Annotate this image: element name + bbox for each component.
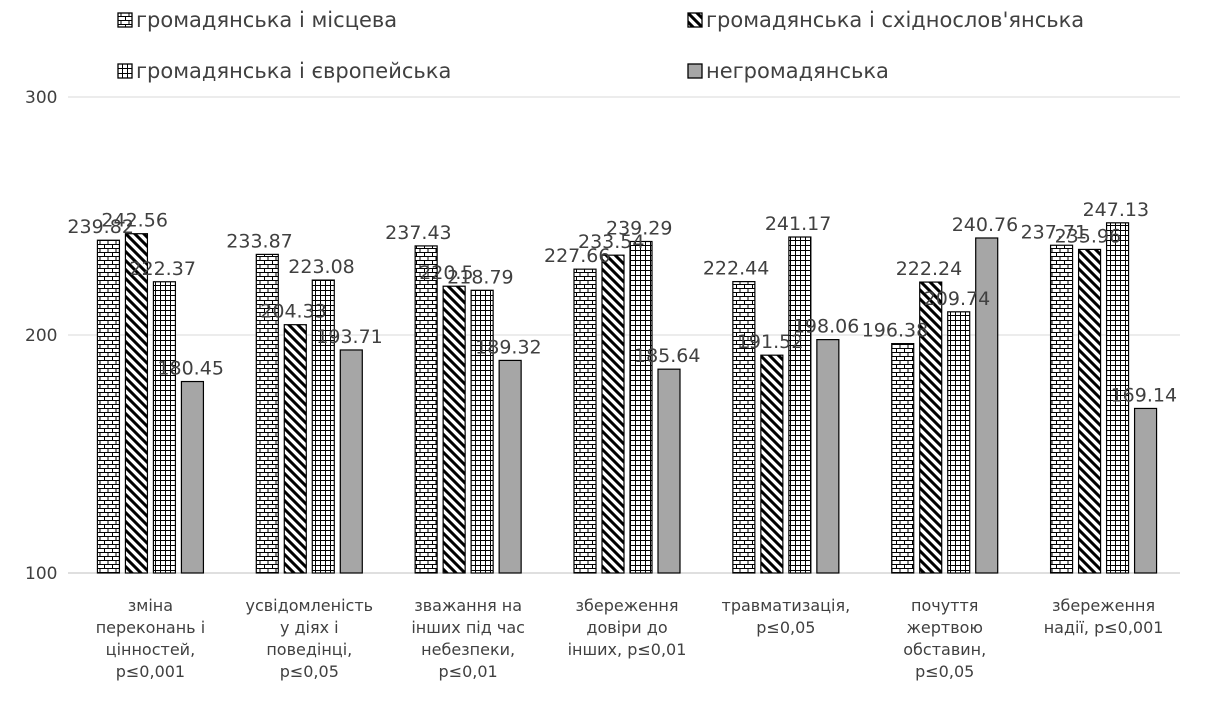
bar [283,324,307,574]
data-label: 223.08 [288,256,354,278]
data-label: 222.44 [703,258,769,280]
y-axis-ticks: 100 200 300 [25,88,57,584]
bar [442,285,466,574]
bar [96,239,121,574]
data-label: 196.38 [862,320,928,342]
category-label: почуття жертвою обставин, p≤0,05 [903,596,986,681]
data-label: 218.79 [447,266,513,288]
data-label: 180.45 [157,358,223,380]
category-label: усвідомленість у діях і поведінці, p≤0,05 [245,596,373,681]
y-tick-label: 300 [25,88,57,108]
data-label: 222.24 [896,258,962,280]
bar [788,236,812,574]
bar [498,359,522,574]
data-label: 237.43 [385,222,451,244]
data-label: 239.82 [67,216,133,238]
data-label: 227.66 [544,245,610,267]
bar [1049,244,1074,574]
data-label: 189.32 [475,336,541,358]
y-tick-label: 200 [25,326,57,346]
data-label: 169.14 [1111,384,1177,406]
legend-label: громадянська і європейська [136,59,452,83]
bar [573,268,597,574]
legend-item-civic-local: громадянська і місцева [117,8,397,32]
data-label: 240.76 [952,214,1018,236]
data-label: 222.37 [129,258,195,280]
category-label: зважання на інших під час небезпеки, p≤0,01 [411,596,525,681]
bars [96,222,1158,574]
chart-legend: громадянська і місцева громадянська і сх… [0,0,1207,90]
data-label: 193.71 [316,326,382,348]
legend-label: громадянська і місцева [136,8,398,32]
legend-label: негромадянська [706,59,889,83]
data-label: 247.13 [1083,199,1149,221]
data-label: 209.74 [924,288,990,310]
data-label: 241.17 [765,213,831,235]
legend-item-civic-european: громадянська і європейська [117,59,451,83]
bar [1105,222,1130,574]
bar [180,380,205,574]
data-label: 220.5 [419,262,473,284]
data-label: 204.33 [260,301,326,323]
legend-swatch-grid [117,63,133,79]
bar [947,311,971,574]
bar [1077,248,1102,574]
category-label: травматизація, p≤0,05 [722,596,851,637]
bar [255,253,279,574]
bar [1133,407,1158,574]
bar [732,280,756,574]
y-tick-label: 100 [25,564,57,584]
data-label: 191.52 [737,331,803,353]
bar [816,339,840,574]
legend-item-civic-eastslavic: громадянська і східнослов'янська [687,8,1084,32]
data-label: 198.06 [793,316,859,338]
bar [311,279,335,574]
bar [657,368,681,574]
category-label: збереження надії, p≤0,001 [1044,596,1164,637]
category-labels: зміна переконань і цінностей, p≤0,001 усвідо… [96,596,1164,681]
legend-item-noncivic: негромадянська [687,59,889,83]
legend-swatch-solid [687,63,703,79]
legend-swatch-brick [117,12,133,28]
data-label: 239.29 [606,217,672,239]
bar [975,237,999,574]
legend-label: громадянська і східнослов'янська [706,8,1085,32]
bar [152,281,177,574]
data-label: 185.64 [634,345,700,367]
legend-swatch-diagonal [687,12,703,28]
data-label: 233.87 [226,230,292,252]
bar [760,354,784,574]
bar [919,281,943,574]
bar [629,240,653,574]
bar [124,233,149,574]
bar [339,349,363,574]
category-label: збереження довіри до інших, p≤0,01 [568,596,687,659]
data-label: 233.54 [578,231,644,253]
data-label: 242.56 [101,210,167,232]
bar [891,343,915,574]
bar [470,289,494,574]
data-label: 235.96 [1055,225,1121,247]
bar [414,245,438,574]
data-label: 237.71 [1021,221,1087,243]
category-label: зміна переконань і цінностей, p≤0,001 [96,596,205,681]
bar [601,254,625,574]
